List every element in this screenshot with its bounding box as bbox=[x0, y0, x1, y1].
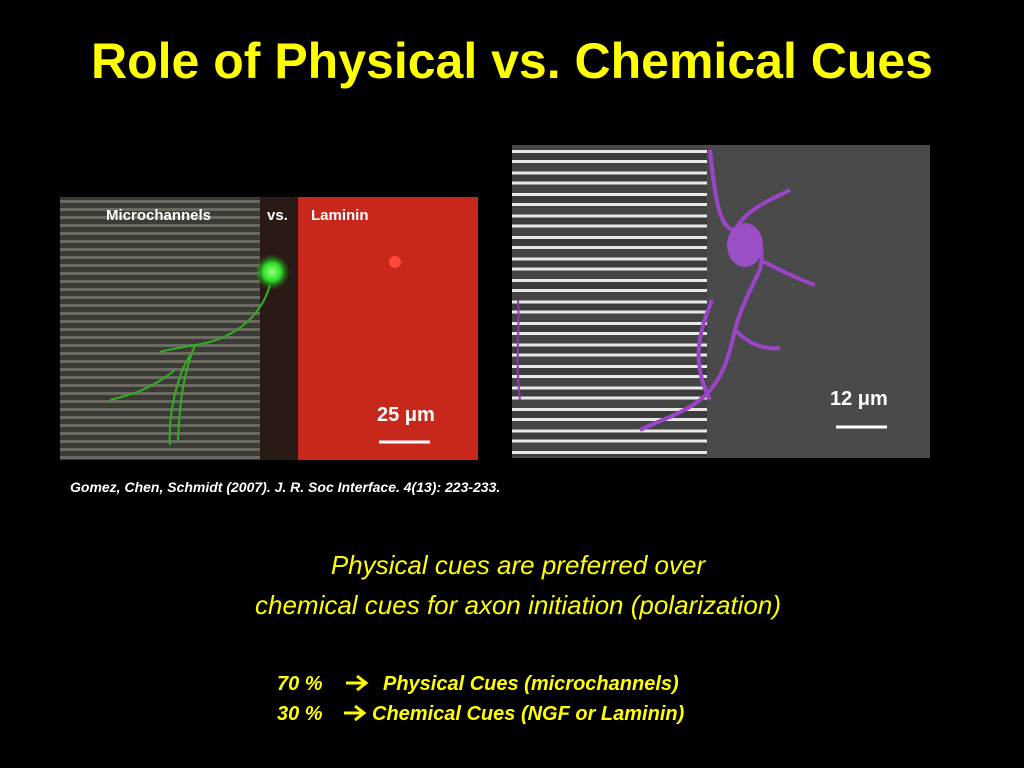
scale-bar-label: 12 μm bbox=[830, 388, 888, 410]
result-text: Chemical Cues (NGF or Laminin) bbox=[372, 703, 685, 725]
arrow-icon bbox=[346, 674, 369, 692]
left-image: Microchannels vs. Laminin 25 μm bbox=[60, 197, 478, 460]
image-label: Laminin bbox=[311, 207, 369, 224]
summary-line: chemical cues for axon initiation (polar… bbox=[255, 590, 781, 620]
arrow-icon bbox=[344, 704, 367, 722]
image-label: Microchannels bbox=[106, 207, 211, 224]
result-text: Physical Cues (microchannels) bbox=[383, 673, 679, 695]
summary-line: Physical cues are preferred over bbox=[331, 550, 707, 580]
result-percent: 70 % bbox=[277, 673, 323, 695]
scale-bar-label: 25 μm bbox=[377, 404, 435, 426]
citation: Gomez, Chen, Schmidt (2007). J. R. Soc I… bbox=[70, 479, 500, 495]
right-image: 12 μm bbox=[512, 145, 930, 458]
title: Role of Physical vs. Chemical Cues bbox=[91, 33, 933, 89]
result-percent: 30 % bbox=[277, 703, 323, 725]
image-label: vs. bbox=[267, 207, 288, 224]
